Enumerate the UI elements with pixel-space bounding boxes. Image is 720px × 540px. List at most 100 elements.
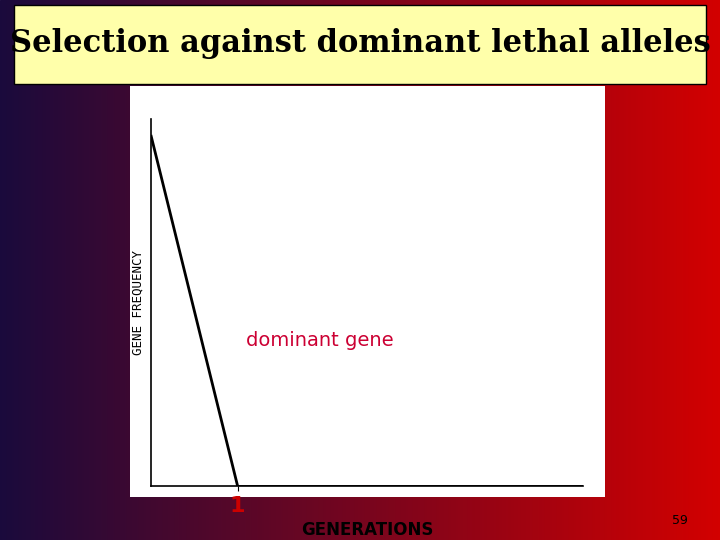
Bar bbox=[214, 0, 216, 540]
Bar bbox=[624, 0, 626, 540]
Bar bbox=[103, 0, 106, 540]
Bar bbox=[583, 0, 585, 540]
Bar bbox=[477, 0, 480, 540]
Bar bbox=[300, 0, 302, 540]
Bar bbox=[319, 0, 322, 540]
Bar bbox=[634, 0, 636, 540]
Bar bbox=[266, 0, 269, 540]
Bar bbox=[223, 0, 225, 540]
Bar bbox=[307, 0, 310, 540]
Bar bbox=[605, 0, 607, 540]
Bar bbox=[461, 0, 463, 540]
Bar bbox=[281, 0, 283, 540]
Bar bbox=[142, 0, 144, 540]
Bar bbox=[446, 0, 449, 540]
Bar bbox=[614, 0, 617, 540]
Bar bbox=[216, 0, 218, 540]
Bar bbox=[286, 0, 288, 540]
Bar bbox=[482, 0, 485, 540]
Bar bbox=[269, 0, 271, 540]
Bar bbox=[209, 0, 211, 540]
Bar bbox=[2, 0, 5, 540]
Bar bbox=[511, 0, 513, 540]
Bar bbox=[218, 0, 221, 540]
Bar bbox=[29, 0, 31, 540]
Bar bbox=[86, 0, 89, 540]
Bar bbox=[45, 0, 48, 540]
Bar bbox=[396, 0, 398, 540]
Bar bbox=[135, 0, 137, 540]
Bar bbox=[513, 0, 516, 540]
Bar bbox=[528, 0, 531, 540]
Bar bbox=[197, 0, 199, 540]
Bar bbox=[693, 0, 696, 540]
Text: Selection against dominant lethal alleles: Selection against dominant lethal allele… bbox=[9, 28, 711, 59]
Bar bbox=[91, 0, 94, 540]
Bar bbox=[173, 0, 175, 540]
Bar bbox=[96, 0, 99, 540]
Bar bbox=[585, 0, 588, 540]
Bar bbox=[312, 0, 315, 540]
Bar bbox=[470, 0, 473, 540]
Bar bbox=[451, 0, 454, 540]
Bar bbox=[648, 0, 650, 540]
Bar bbox=[518, 0, 521, 540]
Bar bbox=[521, 0, 523, 540]
Bar bbox=[598, 0, 600, 540]
Bar bbox=[657, 0, 660, 540]
Bar bbox=[526, 0, 528, 540]
Bar bbox=[34, 0, 36, 540]
Bar bbox=[50, 0, 53, 540]
Bar bbox=[367, 0, 369, 540]
Bar bbox=[643, 0, 646, 540]
Bar bbox=[199, 0, 202, 540]
Bar bbox=[394, 0, 396, 540]
Bar bbox=[264, 0, 266, 540]
Bar bbox=[297, 0, 300, 540]
Bar bbox=[389, 0, 391, 540]
Bar bbox=[194, 0, 197, 540]
Bar bbox=[499, 0, 502, 540]
Bar bbox=[358, 0, 360, 540]
Bar bbox=[89, 0, 91, 540]
Bar bbox=[55, 0, 58, 540]
Bar bbox=[382, 0, 384, 540]
Bar bbox=[711, 0, 713, 540]
Bar bbox=[261, 0, 264, 540]
Bar bbox=[691, 0, 693, 540]
Bar bbox=[343, 0, 346, 540]
Bar bbox=[329, 0, 331, 540]
Bar bbox=[473, 0, 475, 540]
Bar bbox=[240, 0, 243, 540]
Bar bbox=[355, 0, 358, 540]
Bar bbox=[696, 0, 698, 540]
Bar bbox=[377, 0, 379, 540]
Bar bbox=[362, 0, 365, 540]
Bar bbox=[485, 0, 487, 540]
Bar bbox=[99, 0, 101, 540]
Bar bbox=[456, 0, 459, 540]
Bar bbox=[139, 0, 142, 540]
Bar bbox=[202, 0, 204, 540]
Bar bbox=[379, 0, 382, 540]
Bar bbox=[403, 0, 405, 540]
Bar bbox=[58, 0, 60, 540]
Bar bbox=[410, 0, 413, 540]
Text: 59: 59 bbox=[672, 514, 688, 527]
Bar bbox=[420, 0, 423, 540]
Bar bbox=[151, 0, 153, 540]
Bar bbox=[653, 0, 655, 540]
Bar bbox=[686, 0, 689, 540]
Bar bbox=[374, 0, 377, 540]
Bar bbox=[636, 0, 639, 540]
Bar bbox=[221, 0, 223, 540]
Bar bbox=[439, 0, 441, 540]
Bar bbox=[571, 0, 574, 540]
Bar bbox=[641, 0, 643, 540]
Bar bbox=[660, 0, 662, 540]
Bar bbox=[549, 0, 552, 540]
Bar bbox=[506, 0, 509, 540]
Bar bbox=[398, 0, 401, 540]
Bar bbox=[257, 0, 259, 540]
Bar bbox=[22, 0, 24, 540]
